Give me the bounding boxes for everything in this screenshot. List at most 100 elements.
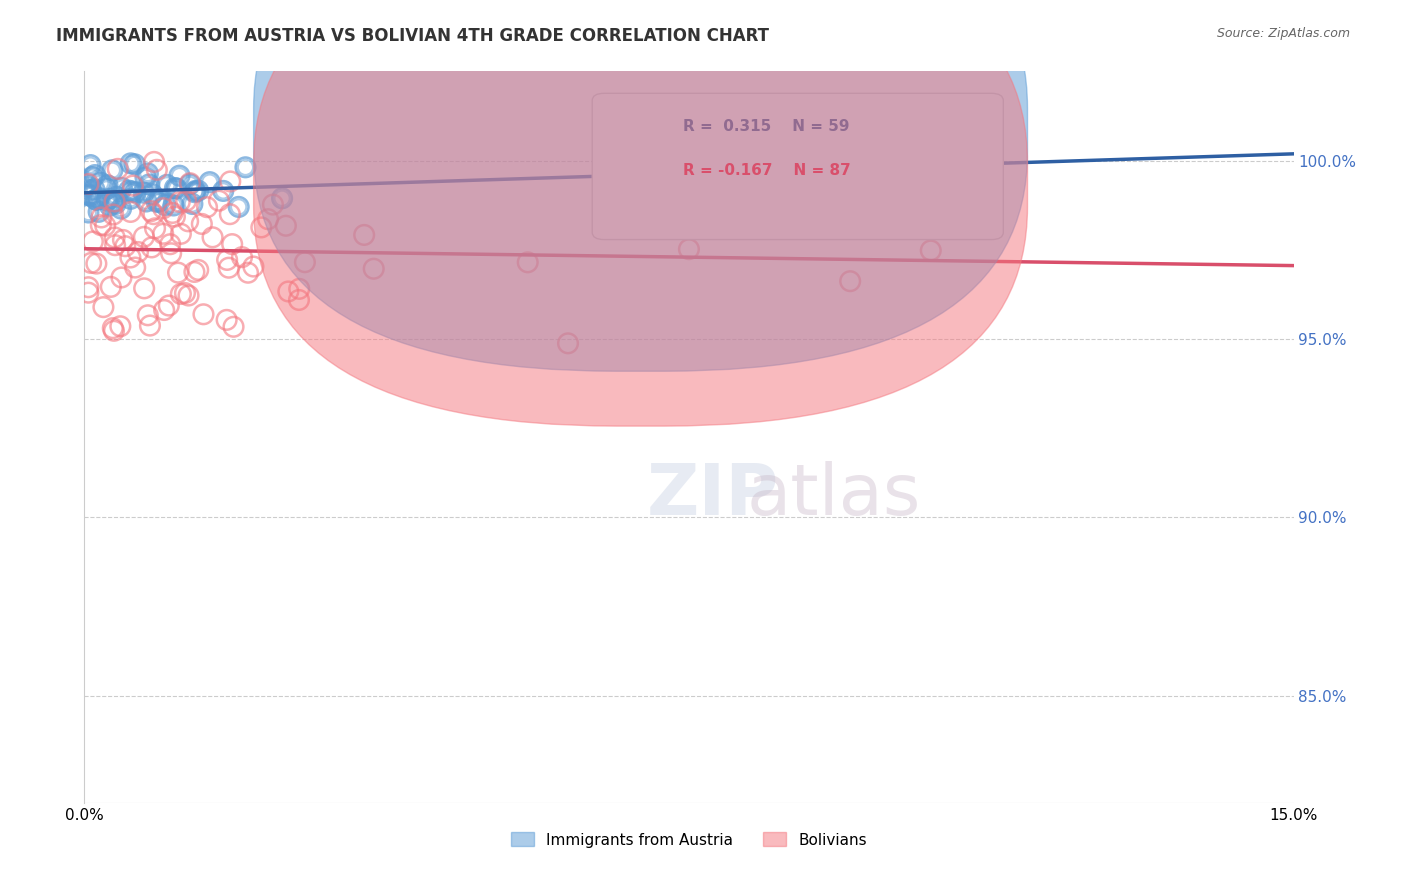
Point [87,191,110,205]
Point [141,187,163,202]
Point [169,194,191,209]
Point [231,250,253,264]
Point [103,194,125,209]
Point [166,181,188,195]
Point [179,178,201,192]
Point [163,181,186,195]
Point [100,280,122,294]
Point [77,205,100,219]
Point [139,204,162,219]
Point [159,237,181,252]
Point [132,230,155,244]
Point [121,185,143,199]
Point [94,219,117,233]
Point [169,169,191,183]
Point [77,188,100,202]
Point [127,245,149,260]
Point [839,274,862,288]
Point [101,321,124,335]
Point [153,303,176,318]
Point [215,313,238,327]
Point [114,239,136,253]
Point [77,285,100,300]
Point [111,233,134,247]
Point [157,299,180,313]
Point [135,194,157,209]
Point [110,270,132,285]
Point [775,152,797,166]
Point [134,170,156,185]
Point [121,185,143,199]
Point [221,237,243,252]
Point [82,170,104,185]
Point [135,194,157,209]
Point [775,152,797,166]
Point [148,194,170,209]
Point [183,265,205,279]
Point [155,198,177,212]
Point [363,261,385,276]
Point [110,319,132,334]
Point [134,281,156,295]
Point [104,230,127,244]
Point [79,158,101,172]
Point [187,263,209,277]
Point [124,186,146,200]
Point [84,193,107,207]
Point [82,235,104,249]
Point [201,230,224,244]
Point [118,184,141,198]
Point [83,182,105,196]
Text: Source: ZipAtlas.com: Source: ZipAtlas.com [1216,27,1350,40]
Point [678,242,700,256]
Point [90,176,112,190]
Point [105,190,128,204]
Point [163,210,186,224]
Point [193,307,215,321]
Point [79,158,101,172]
Point [86,256,108,270]
Point [920,167,942,181]
Point [162,206,184,220]
Point [799,168,821,182]
Point [96,182,118,196]
Point [96,182,118,196]
Point [84,192,107,206]
Point [217,252,239,267]
Point [294,255,316,269]
Point [98,192,121,206]
Point [187,184,209,198]
Point [101,163,124,178]
Point [288,282,311,296]
Point [98,192,121,206]
Point [277,285,299,299]
Point [758,154,780,169]
Point [136,166,159,180]
Point [212,184,235,198]
Point [235,161,257,175]
Point [120,156,142,170]
Point [228,200,250,214]
Point [96,178,118,193]
Point [90,176,112,190]
Point [104,196,127,211]
Point [257,212,280,227]
Point [162,198,184,212]
Point [271,191,294,205]
Point [212,184,235,198]
Point [557,336,579,351]
Point [120,192,142,206]
Point [77,179,100,194]
Point [139,318,162,333]
Point [136,308,159,322]
Point [87,191,110,205]
Point [242,260,264,274]
Point [138,178,160,192]
Point [274,219,297,233]
Point [82,170,104,185]
Point [124,260,146,275]
Point [103,324,125,338]
Point [84,168,107,182]
Point [77,280,100,294]
Point [160,246,183,260]
